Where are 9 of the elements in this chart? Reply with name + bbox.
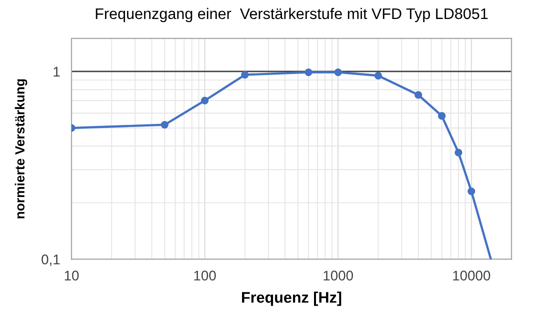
x-tick-label: 100 [194,270,216,281]
x-tick-label: 1000 [324,270,353,281]
y-axis-title: normierte Verstärkung [14,79,28,218]
x-tick-label: 10 [64,270,79,281]
y-tick-label: 1 [54,66,60,76]
x-tick-label: 10000 [453,270,490,281]
chart-title: Frequenzgang einer Verstärkerstufe mit VFD Typ LD8051 [96,8,488,22]
x-axis-title: Frequenz [Hz] [242,292,342,306]
y-tick-label: 0,1 [42,254,60,266]
